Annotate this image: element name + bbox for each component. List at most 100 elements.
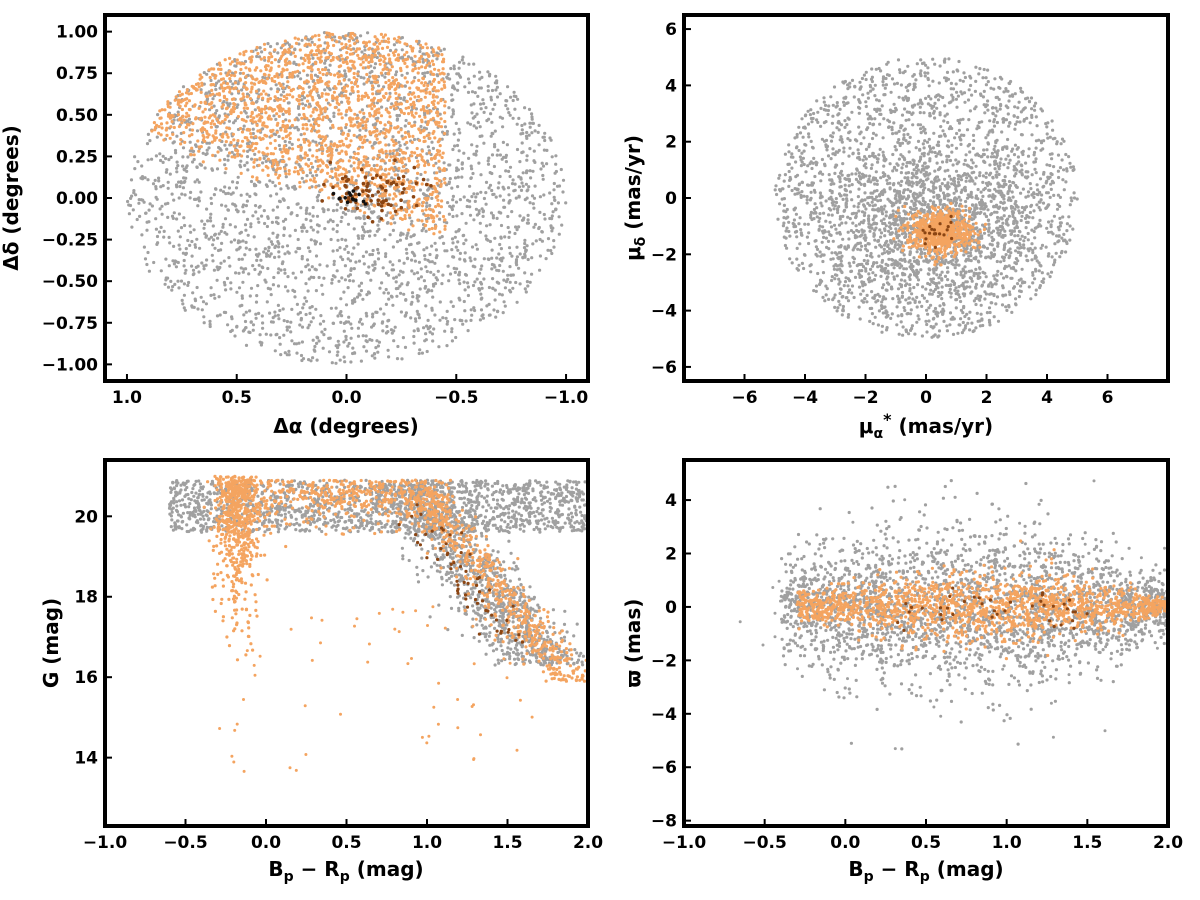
data-point xyxy=(525,189,529,193)
data-point xyxy=(473,199,477,203)
data-point xyxy=(857,99,862,104)
data-point xyxy=(521,171,525,175)
data-point xyxy=(245,142,250,146)
data-point xyxy=(335,208,339,212)
data-point xyxy=(384,128,388,132)
data-point xyxy=(510,182,515,186)
data-point xyxy=(402,111,406,116)
data-point xyxy=(531,242,535,246)
data-point xyxy=(442,47,446,51)
data-point xyxy=(313,73,318,77)
data-point xyxy=(478,230,482,234)
data-point xyxy=(164,157,168,161)
data-point xyxy=(506,277,510,281)
data-point xyxy=(500,293,504,297)
data-point xyxy=(908,189,913,193)
data-point xyxy=(200,261,204,265)
data-point xyxy=(219,229,223,233)
data-point xyxy=(296,312,300,316)
data-point xyxy=(904,95,908,99)
data-point xyxy=(187,107,191,112)
data-point xyxy=(296,37,300,41)
data-point xyxy=(1058,166,1063,170)
data-point xyxy=(516,97,520,101)
data-point xyxy=(339,320,343,324)
data-point xyxy=(239,193,243,197)
data-point xyxy=(472,192,476,196)
data-point xyxy=(153,128,157,132)
data-point xyxy=(419,124,423,129)
data-point xyxy=(511,98,515,103)
data-point xyxy=(319,55,323,59)
data-point xyxy=(315,108,319,112)
data-point xyxy=(338,311,342,316)
data-point xyxy=(300,98,304,102)
data-point xyxy=(282,227,286,231)
data-point xyxy=(391,197,395,201)
data-point xyxy=(361,163,365,167)
data-point xyxy=(273,48,277,52)
data-point xyxy=(314,140,318,144)
data-point xyxy=(219,261,223,265)
data-point xyxy=(225,232,229,236)
data-point xyxy=(342,85,346,89)
data-point xyxy=(378,132,382,136)
data-point xyxy=(424,91,428,95)
data-point xyxy=(346,99,350,104)
data-point xyxy=(341,60,345,64)
data-point xyxy=(380,87,384,91)
data-point xyxy=(258,46,262,50)
data-point xyxy=(372,66,377,70)
data-point xyxy=(410,124,414,128)
data-point xyxy=(368,229,372,233)
data-point xyxy=(300,225,304,230)
data-point xyxy=(370,107,374,111)
data-point xyxy=(275,163,280,167)
data-point xyxy=(417,163,421,167)
data-point xyxy=(180,192,184,196)
data-point xyxy=(874,170,878,174)
data-point xyxy=(478,318,482,322)
data-point xyxy=(349,139,353,143)
data-point xyxy=(288,72,292,76)
data-point xyxy=(228,79,233,83)
data-point xyxy=(1051,128,1055,132)
data-point xyxy=(351,346,355,350)
data-point xyxy=(364,199,368,203)
data-point xyxy=(323,227,327,231)
data-point xyxy=(263,107,267,111)
data-point xyxy=(517,185,522,189)
data-point xyxy=(219,188,223,192)
data-point xyxy=(426,145,430,149)
data-point xyxy=(412,341,416,345)
data-point xyxy=(890,77,895,81)
data-point xyxy=(412,123,417,127)
data-point xyxy=(346,177,351,182)
data-point xyxy=(216,150,220,154)
data-point xyxy=(948,287,952,291)
data-point xyxy=(383,67,387,71)
data-point xyxy=(278,308,282,313)
data-point xyxy=(477,209,481,213)
data-point xyxy=(466,285,470,289)
data-point xyxy=(267,73,271,77)
data-point xyxy=(515,228,519,232)
data-point xyxy=(344,152,348,156)
data-point xyxy=(273,310,277,314)
data-point xyxy=(382,178,387,182)
data-point xyxy=(477,287,481,291)
data-point xyxy=(189,91,193,96)
data-point xyxy=(985,246,990,250)
data-point xyxy=(383,131,387,135)
data-point xyxy=(347,341,351,346)
data-point xyxy=(204,92,209,96)
data-point xyxy=(187,92,191,96)
data-point xyxy=(243,253,247,257)
data-point xyxy=(511,286,515,290)
data-point xyxy=(321,72,325,76)
data-point xyxy=(157,131,161,135)
data-point xyxy=(317,96,322,100)
data-point xyxy=(347,69,351,73)
data-point xyxy=(308,171,313,175)
data-point xyxy=(489,112,493,116)
